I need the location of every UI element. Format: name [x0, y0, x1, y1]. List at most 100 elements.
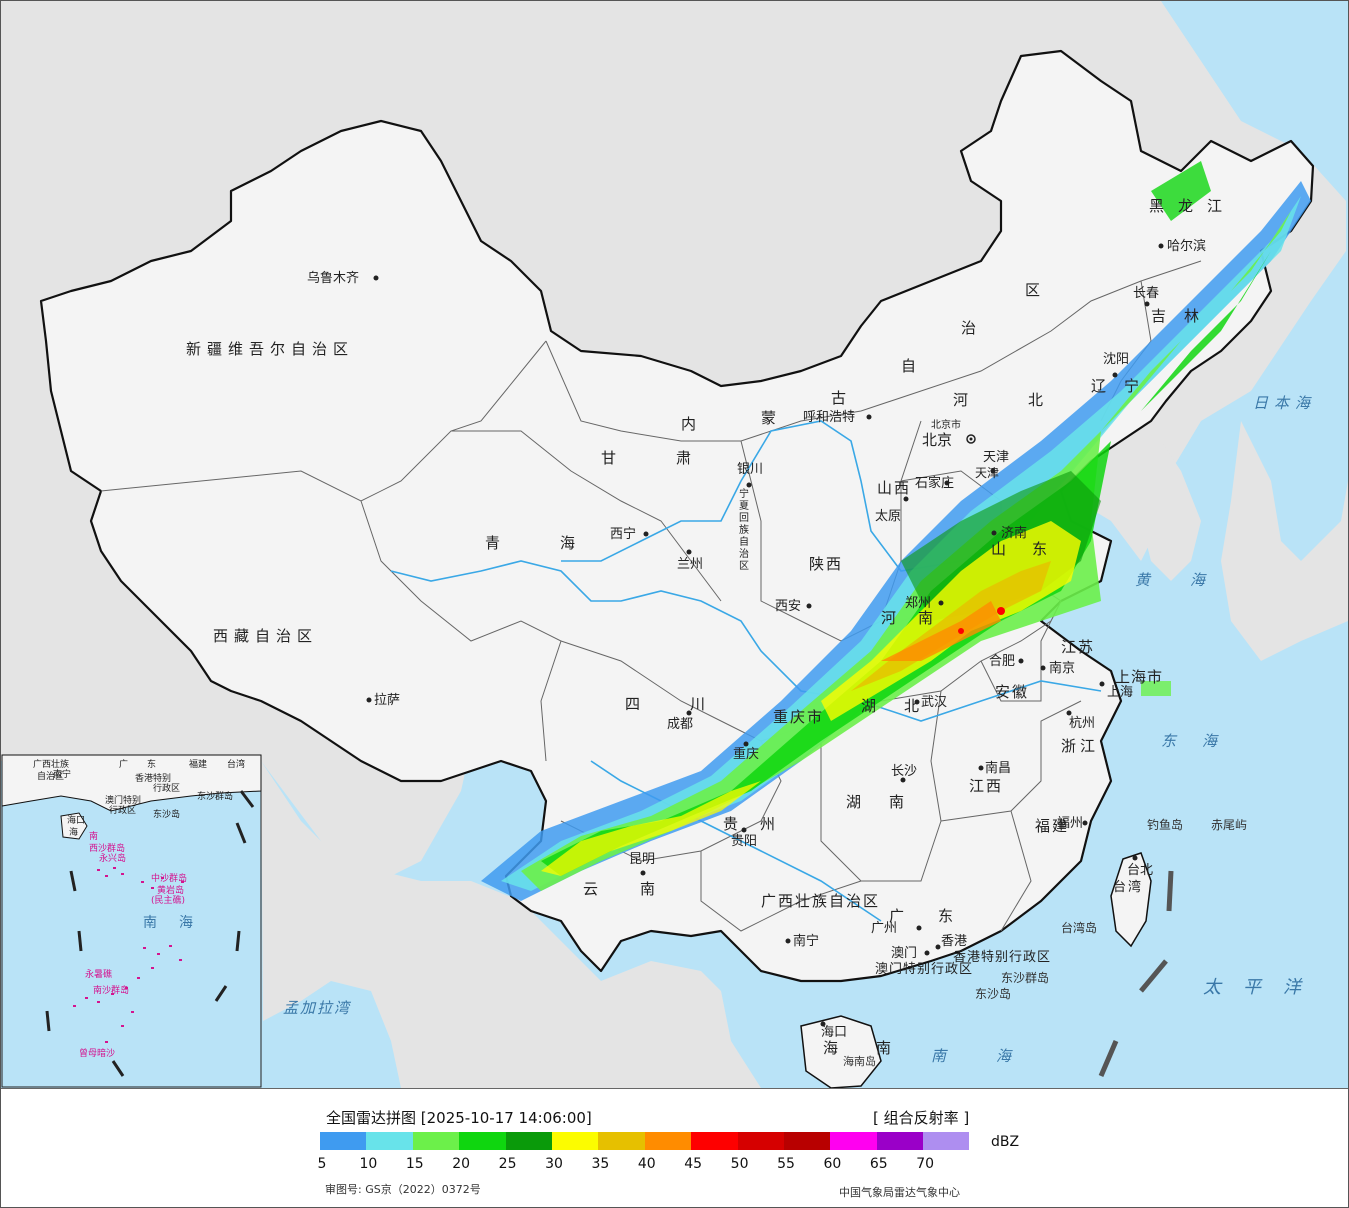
sea-pacific: 太平洋 — [1203, 977, 1323, 998]
label-xinjiang: 新疆维吾尔自治区 — [186, 340, 354, 358]
echo-red — [997, 607, 1005, 615]
legend-swatch — [505, 1132, 552, 1150]
svg-text:东沙群岛: 东沙群岛 — [197, 790, 233, 802]
svg-text:行政区: 行政区 — [153, 782, 180, 794]
svg-text:西沙群岛: 西沙群岛 — [89, 842, 125, 854]
label-henan: 河南 — [881, 609, 955, 627]
svg-text:广: 广 — [119, 758, 128, 770]
legend-swatch — [551, 1132, 599, 1150]
japan-land — [1221, 421, 1348, 661]
svg-text:海: 海 — [179, 915, 193, 931]
label-yunnan: 云南 — [583, 880, 697, 898]
svg-text:自: 自 — [739, 535, 749, 548]
city-shanghai: 上海 — [1107, 685, 1133, 700]
svg-text:东沙岛: 东沙岛 — [153, 808, 180, 820]
label-sichuan: 四川 — [625, 695, 755, 713]
label-beijing-small: 北京市 — [931, 418, 961, 431]
legend-swatch — [412, 1132, 460, 1150]
svg-text:海口: 海口 — [67, 814, 85, 826]
radar-echoes — [481, 161, 1311, 901]
svg-text:治: 治 — [739, 547, 749, 560]
label-liaoning: 辽宁 — [1091, 377, 1157, 395]
echo-yellow-sw — [541, 781, 761, 876]
svg-text:南沙群岛: 南沙群岛 — [93, 984, 129, 996]
svg-text:古: 古 — [831, 389, 846, 407]
data-source: 中国气象局雷达气象中心 — [839, 1186, 960, 1199]
legend-unit: dBZ — [991, 1134, 1020, 1150]
city-hangzhou: 杭州 — [1069, 716, 1095, 731]
label-shandong: 山东 — [991, 540, 1073, 558]
legend-swatch — [644, 1132, 692, 1150]
city-kunming: 昆明 — [629, 852, 655, 867]
legend-swatch — [830, 1132, 877, 1150]
legend-swatch — [598, 1132, 645, 1150]
radar-map: 新疆维吾尔自治区 西藏自治区 青海 甘肃 陕西 山西 河北 黑龙江 吉林 辽宁 … — [1, 1, 1348, 1088]
legend-tick-label: 50 — [730, 1156, 749, 1172]
city-changsha: 长沙 — [891, 764, 917, 779]
label-xizang: 西藏自治区 — [213, 627, 318, 645]
label-zhejiang: 浙江 — [1061, 737, 1099, 755]
svg-text:曾母暗沙: 曾母暗沙 — [79, 1047, 115, 1059]
legend-swatch — [459, 1132, 506, 1150]
korea-land — [1126, 421, 1201, 581]
sea-labels: 日本海 黄海 东海 太平洋 南海 孟加拉湾 — [283, 394, 1323, 1065]
china-land — [39, 49, 1315, 983]
svg-text:中沙群岛: 中沙群岛 — [151, 872, 187, 884]
svg-text:回: 回 — [739, 512, 749, 524]
label-jiangsu: 江苏 — [1061, 638, 1095, 656]
svg-text:区: 区 — [1025, 281, 1040, 299]
label-heilongjiang: 黑龙江 — [1149, 197, 1236, 215]
svg-text:黄岩岛: 黄岩岛 — [157, 884, 184, 896]
svg-text:族: 族 — [739, 523, 749, 536]
label-taiwan: 台湾 — [1113, 879, 1143, 895]
label-ningxia: 宁 夏 回 族 自 治 区 — [739, 487, 749, 572]
city-haikou: 海口 — [821, 1025, 847, 1040]
legend-tick-label: 35 — [591, 1156, 610, 1172]
legend-swatch — [320, 1132, 367, 1150]
province-labels: 新疆维吾尔自治区 西藏自治区 青海 甘肃 陕西 山西 河北 黑龙江 吉林 辽宁 … — [186, 197, 1236, 1057]
sea-east: 东海 — [1161, 732, 1243, 750]
taiwan-island — [1110, 852, 1152, 948]
echo-green-ne-patch — [1151, 161, 1211, 221]
svg-text:夏: 夏 — [739, 500, 749, 512]
city-shijiazhuang: 石家庄 — [915, 475, 954, 491]
city-nanjing: 南京 — [1049, 660, 1075, 676]
legend-tick-label: 5 — [317, 1156, 327, 1172]
label-guangxi: 广西壮族自治区 — [761, 892, 880, 910]
legend-tick-label: 45 — [684, 1156, 703, 1172]
legend-tick-label: 65 — [869, 1156, 888, 1172]
city-harbin: 哈尔滨 — [1167, 238, 1206, 254]
legend-swatch — [783, 1132, 831, 1150]
svg-text:海: 海 — [69, 826, 78, 838]
city-fuzhou: 福州 — [1057, 816, 1083, 831]
legend-panel: 全国雷达拼图 [2025-10-17 14:06:00] [ 组合反射率 ] d… — [1, 1088, 1348, 1207]
sea-yellow: 黄海 — [1135, 571, 1245, 589]
city-lanzhou: 兰州 — [677, 557, 703, 572]
label-jiangxi: 江西 — [969, 777, 1003, 795]
echo-orange — [881, 601, 1001, 661]
legend-swatch — [737, 1132, 784, 1150]
echo-red-2 — [958, 628, 964, 634]
sea-south: 南海 — [931, 1047, 1061, 1065]
city-wuhan: 武汉 — [921, 695, 947, 710]
svg-text:(民主礁): (民主礁) — [151, 894, 185, 906]
legend-tick-label: 20 — [452, 1156, 471, 1172]
city-tianjin: 天津 — [983, 450, 1009, 465]
hainan-island — [800, 1015, 882, 1088]
city-hongkong: 香港 — [941, 934, 967, 949]
label-hk-sar: 香港特别行政区 — [953, 950, 1051, 965]
label-macau-sar: 澳门特别行政区 — [875, 961, 973, 977]
legend-tick-label: 70 — [916, 1156, 935, 1172]
legend-tick-label: 10 — [359, 1156, 378, 1172]
legend-swatch — [923, 1132, 970, 1150]
legend-tick-label: 25 — [498, 1156, 517, 1172]
label-guizhou: 贵州 — [723, 815, 797, 833]
city-hohhot: 呼和浩特 — [803, 410, 855, 425]
label-qinghai: 青海 — [485, 534, 635, 552]
legend-tick-label: 15 — [405, 1156, 424, 1172]
legend-swatch — [876, 1132, 924, 1150]
label-shaanxi: 陕西 — [809, 555, 843, 573]
legend-product: [ 组合反射率 ] — [873, 1109, 970, 1127]
island-labels: 钓鱼岛 赤尾屿 台湾岛 东沙群岛 东沙岛 海南岛 — [843, 817, 1247, 1068]
svg-text:广西壮族: 广西壮族 — [33, 758, 69, 770]
